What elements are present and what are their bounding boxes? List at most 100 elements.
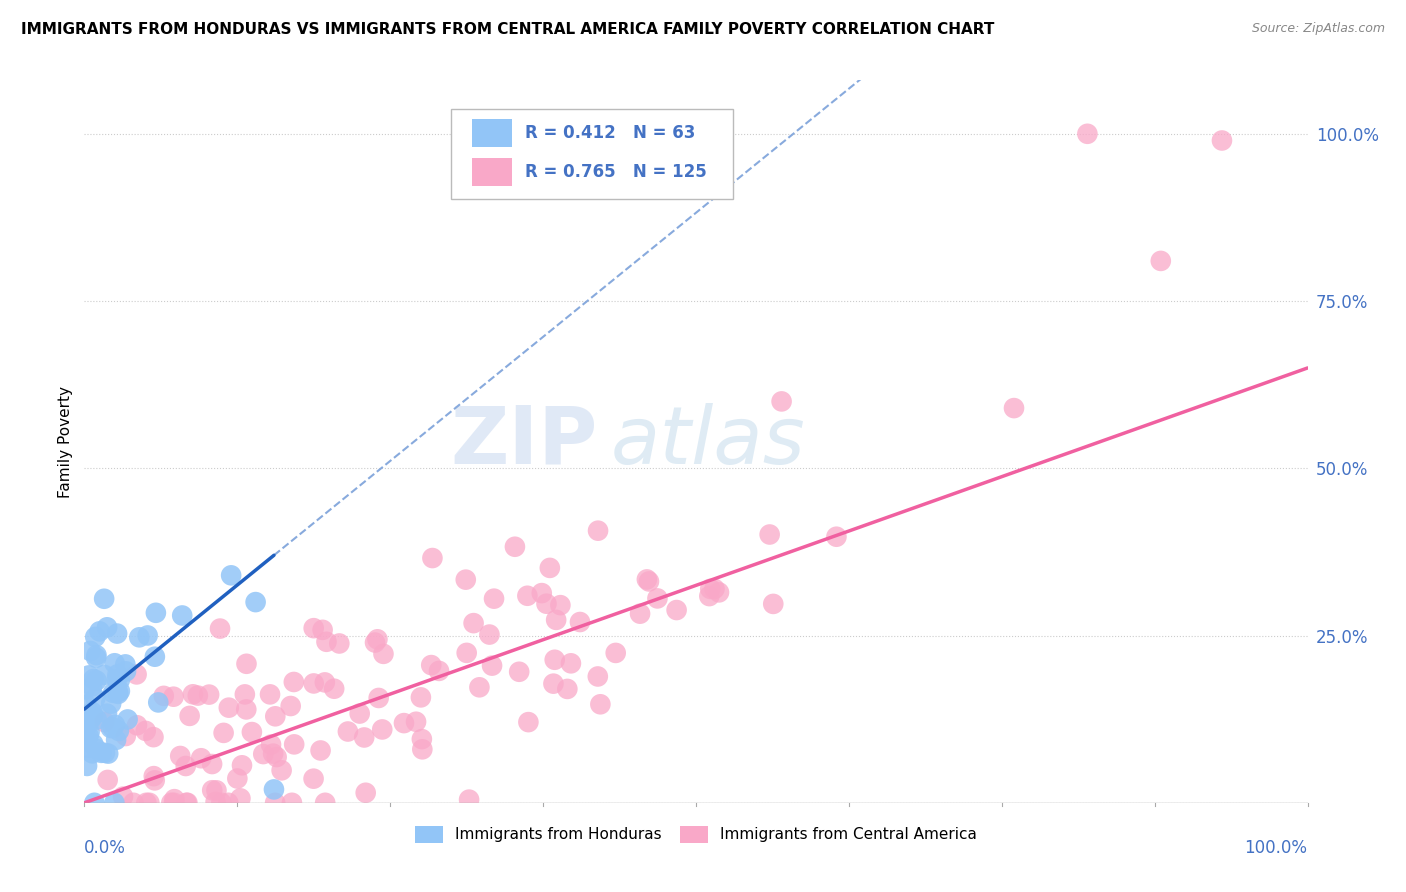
Point xyxy=(233,687,256,701)
Point xyxy=(77,729,100,743)
Point xyxy=(176,796,198,810)
Point xyxy=(138,796,160,810)
Point xyxy=(482,591,505,606)
Text: 100.0%: 100.0% xyxy=(1244,838,1308,857)
Point xyxy=(107,667,129,681)
Point xyxy=(135,796,157,810)
Bar xyxy=(472,158,513,186)
Point xyxy=(411,732,433,747)
Point xyxy=(427,664,450,678)
Bar xyxy=(472,120,513,147)
Point xyxy=(76,718,98,732)
Point xyxy=(1002,401,1025,416)
Point xyxy=(143,773,166,788)
Point xyxy=(478,627,501,641)
Point xyxy=(264,709,287,723)
Point xyxy=(198,688,221,702)
Point xyxy=(80,712,103,726)
Point xyxy=(218,700,240,714)
Point xyxy=(550,598,572,612)
Point xyxy=(628,607,651,621)
Point xyxy=(411,742,433,756)
Point xyxy=(235,702,257,716)
Point xyxy=(75,708,97,723)
Point xyxy=(270,764,292,778)
Point xyxy=(160,796,183,810)
Point xyxy=(546,613,568,627)
Point xyxy=(314,796,336,810)
Point xyxy=(354,786,377,800)
Legend: Immigrants from Honduras, Immigrants from Central America: Immigrants from Honduras, Immigrants fro… xyxy=(409,820,983,849)
Point xyxy=(89,624,111,639)
Point xyxy=(145,606,167,620)
Point xyxy=(636,573,658,587)
Point xyxy=(302,772,325,786)
Point xyxy=(586,524,609,538)
FancyBboxPatch shape xyxy=(451,109,733,200)
Point xyxy=(86,742,108,756)
Point xyxy=(101,686,124,700)
Point xyxy=(172,608,194,623)
Point xyxy=(699,582,721,596)
Point xyxy=(699,589,721,603)
Point xyxy=(263,782,285,797)
Point xyxy=(82,672,104,686)
Point xyxy=(557,681,579,696)
Point xyxy=(259,687,281,701)
Point xyxy=(169,749,191,764)
Point xyxy=(240,725,263,739)
Point xyxy=(219,568,242,582)
Point xyxy=(179,709,201,723)
Point xyxy=(530,586,553,600)
Point xyxy=(80,705,103,719)
Point xyxy=(353,731,375,745)
Point xyxy=(422,551,444,566)
Point xyxy=(148,695,170,709)
Point xyxy=(201,757,224,772)
Point xyxy=(93,591,115,606)
Point xyxy=(323,681,346,696)
Point xyxy=(309,743,332,757)
Point xyxy=(84,650,107,665)
Point xyxy=(336,724,359,739)
Point xyxy=(84,691,107,706)
Point xyxy=(108,673,131,687)
Text: ZIP: ZIP xyxy=(451,402,598,481)
Point xyxy=(205,783,228,797)
Point xyxy=(758,527,780,541)
Point xyxy=(96,620,118,634)
Point xyxy=(163,796,186,810)
Point xyxy=(100,697,122,711)
Point xyxy=(302,676,325,690)
Point xyxy=(105,732,128,747)
Point xyxy=(1076,127,1098,141)
Point xyxy=(190,751,212,765)
Point xyxy=(93,668,115,682)
Point xyxy=(75,698,97,712)
Text: IMMIGRANTS FROM HONDURAS VS IMMIGRANTS FROM CENTRAL AMERICA FAMILY POVERTY CORRE: IMMIGRANTS FROM HONDURAS VS IMMIGRANTS F… xyxy=(21,22,994,37)
Point xyxy=(367,690,389,705)
Point xyxy=(315,634,337,648)
Point xyxy=(217,796,239,810)
Y-axis label: Family Poverty: Family Poverty xyxy=(58,385,73,498)
Point xyxy=(517,715,540,730)
Point xyxy=(82,737,104,751)
Point xyxy=(458,792,481,806)
Point xyxy=(456,646,478,660)
Point xyxy=(96,706,118,721)
Point xyxy=(226,772,249,786)
Point xyxy=(143,649,166,664)
Point xyxy=(104,718,127,732)
Point xyxy=(125,718,148,732)
Point xyxy=(762,597,785,611)
Point xyxy=(75,720,97,734)
Point xyxy=(371,723,394,737)
Point xyxy=(136,628,159,642)
Point xyxy=(152,689,174,703)
Point xyxy=(1150,254,1173,268)
Text: R = 0.412   N = 63: R = 0.412 N = 63 xyxy=(524,124,695,142)
Point xyxy=(82,680,104,694)
Point xyxy=(280,698,302,713)
Point xyxy=(252,747,274,761)
Point xyxy=(508,665,530,679)
